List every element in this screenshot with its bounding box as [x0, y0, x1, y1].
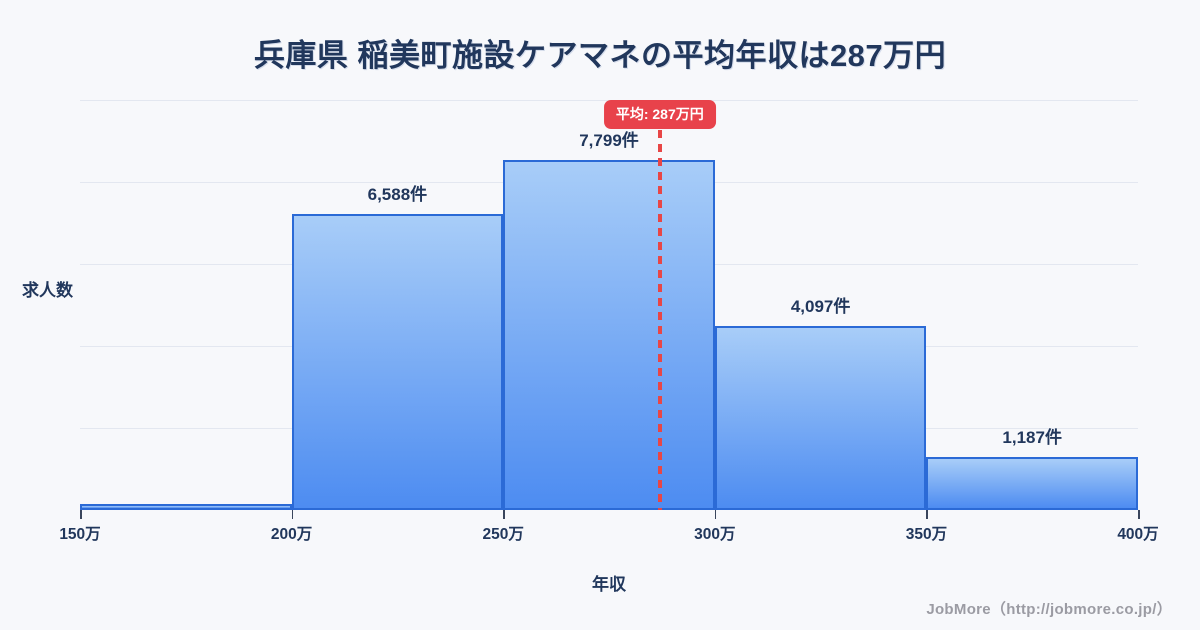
average-line — [657, 130, 662, 510]
y-axis-title: 求人数 — [22, 281, 73, 300]
histogram-bar — [291, 214, 504, 510]
x-axis-title: 年収 — [592, 575, 626, 594]
histogram-bar — [503, 160, 715, 510]
x-axis-tick — [1138, 510, 1140, 519]
x-axis-tick-label: 150万 — [59, 526, 101, 543]
plot-area: 平均: 287万円 6,588件 7,799件 4,097件 1,187件 150万 20… — [59, 100, 1159, 543]
x-axis-tick — [926, 510, 928, 519]
bar-value-label: 6,588件 — [367, 185, 428, 205]
x-axis-tick-label: 400万 — [1117, 526, 1159, 543]
x-axis-tick-label: 300万 — [694, 526, 736, 543]
histogram-bar — [80, 504, 292, 510]
bar-value-label: 4,097件 — [790, 297, 851, 317]
average-badge: 平均: 287万円 — [603, 100, 716, 129]
histogram-bar — [714, 326, 927, 510]
x-axis-tick-label: 200万 — [270, 526, 313, 543]
x-axis-tick — [714, 510, 717, 519]
x-axis-tick-label: 250万 — [482, 526, 524, 543]
bar-value-label: 7,799件 — [579, 131, 639, 150]
x-axis-tick — [80, 510, 82, 519]
x-axis-tick — [503, 510, 505, 519]
x-axis-tick-label: 350万 — [905, 526, 948, 543]
chart-title: 兵庫県 稲美町施設ケアマネの平均年収は287万円 — [253, 38, 947, 73]
brand-credit: JobMore（http://jobmore.co.jp/） — [926, 601, 1172, 618]
histogram-bar — [926, 456, 1138, 510]
x-axis-tick — [291, 510, 294, 519]
bar-value-label: 1,187件 — [1002, 427, 1062, 447]
